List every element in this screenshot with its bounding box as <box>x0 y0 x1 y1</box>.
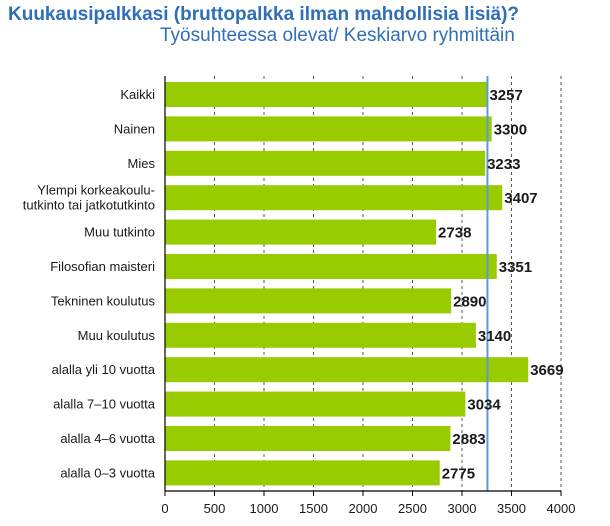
bar <box>165 219 437 245</box>
category-label: Kaikki <box>120 87 155 102</box>
value-label: 3407 <box>504 190 537 207</box>
category-label-line: Muu tutkinto <box>84 225 155 240</box>
x-tick-label: 4000 <box>547 501 576 516</box>
category-label-line: tutkinto tai jatkotutkinto <box>23 198 155 213</box>
value-label: 3300 <box>494 121 527 138</box>
x-tick-label: 2500 <box>398 501 427 516</box>
x-tick-label: 3000 <box>448 501 477 516</box>
category-labels: Kaikki Nainen Mies Ylempi korkeakoulu-tutki… <box>23 87 156 480</box>
chart-title: Kuukausipalkkasi (bruttopalkka ilman mah… <box>8 4 568 46</box>
bar <box>165 426 451 451</box>
bar <box>165 460 440 486</box>
value-label: 3140 <box>478 328 511 345</box>
category-label-line: Nainen <box>114 121 155 136</box>
value-label: 3351 <box>499 259 532 276</box>
bar <box>165 322 476 348</box>
value-label: 3669 <box>530 362 563 379</box>
value-label: 2775 <box>442 465 475 482</box>
category-label-line: alalla yli 10 vuotta <box>52 362 156 377</box>
bar <box>165 150 486 176</box>
category-label-line: Muu koulutus <box>78 328 156 343</box>
category-label-line: alalla 0–3 vuotta <box>60 465 155 480</box>
x-tick-label: 1000 <box>250 501 279 516</box>
category-label: alalla yli 10 vuotta <box>52 362 156 377</box>
x-tick-label: 3500 <box>497 501 526 516</box>
category-label-line: Filosofian maisteri <box>50 259 155 274</box>
category-label-line: Kaikki <box>120 87 155 102</box>
bar <box>165 357 529 383</box>
chart-title-line-2: Työsuhteessa olevat/ Keskiarvo ryhmittäi… <box>160 25 515 46</box>
value-label: 3257 <box>489 87 522 104</box>
value-label: 3034 <box>467 397 501 414</box>
x-tick-labels: 0 500 1000 1500 2000 2500 3000 3500 4000 <box>161 491 575 516</box>
category-label-line: alalla 4–6 vuotta <box>60 431 155 446</box>
category-label: alalla 0–3 vuotta <box>60 465 155 480</box>
bar <box>165 116 492 142</box>
category-label: alalla 7–10 vuotta <box>53 397 156 412</box>
x-tick-label: 500 <box>204 501 226 516</box>
category-label: alalla 4–6 vuotta <box>60 431 155 446</box>
value-label: 2738 <box>438 225 471 242</box>
category-label: Nainen <box>114 121 155 136</box>
value-label: 3233 <box>487 156 520 173</box>
bar <box>165 391 466 417</box>
category-label: Tekninen koulutus <box>51 293 156 308</box>
category-label: Ylempi korkeakoulu-tutkinto tai jatkotut… <box>23 183 155 213</box>
bars <box>165 82 529 486</box>
bar <box>165 254 497 279</box>
x-tick-label: 2000 <box>349 501 378 516</box>
category-label: Mies <box>128 156 156 171</box>
x-tick-label: 0 <box>161 501 168 516</box>
x-tick-label: 1500 <box>299 501 328 516</box>
bar <box>165 288 452 314</box>
value-label: 2890 <box>453 293 486 310</box>
bar <box>165 82 488 107</box>
value-label: 2883 <box>452 431 485 448</box>
category-label-line: Ylempi korkeakoulu- <box>37 183 155 198</box>
value-labels: 3257 3300 3233 3407 2738 3351 2890 3140 3669 3034… <box>438 87 564 482</box>
category-label-line: Mies <box>128 156 156 171</box>
bar <box>165 185 503 211</box>
category-label: Filosofian maisteri <box>50 259 155 274</box>
chart-title-line-1: Kuukausipalkkasi (bruttopalkka ilman mah… <box>8 4 520 25</box>
category-label: Muu koulutus <box>78 328 156 343</box>
category-label-line: Tekninen koulutus <box>51 293 156 308</box>
category-label-line: alalla 7–10 vuotta <box>53 397 156 412</box>
category-label: Muu tutkinto <box>84 225 155 240</box>
